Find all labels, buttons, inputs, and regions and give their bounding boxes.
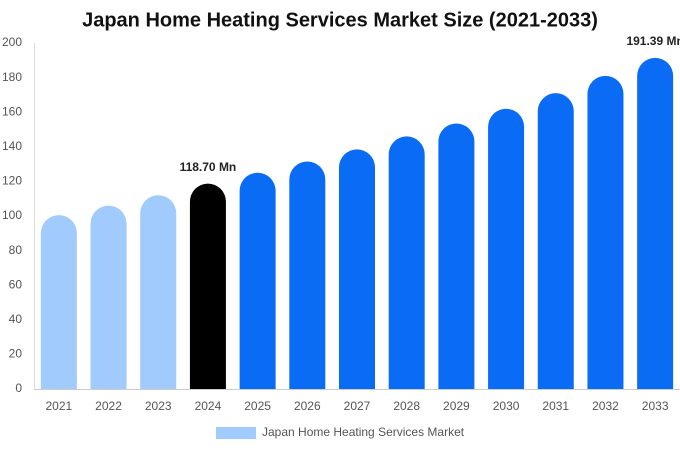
bar xyxy=(239,172,276,389)
x-tick-label: 2025 xyxy=(244,399,271,413)
y-tick-label: 160 xyxy=(2,104,22,118)
x-tick-label: 2022 xyxy=(95,399,122,413)
x-tick-label: 2030 xyxy=(493,399,520,413)
bar xyxy=(339,149,375,389)
y-tick-label: 60 xyxy=(9,277,23,291)
y-tick-label: 200 xyxy=(2,35,22,49)
y-tick-label: 180 xyxy=(2,70,22,84)
x-tick-label: 2021 xyxy=(45,399,72,413)
legend-swatch xyxy=(216,427,256,439)
x-tick-label: 2023 xyxy=(145,399,172,413)
x-tick-label: 2029 xyxy=(443,399,470,413)
bar xyxy=(289,161,326,389)
bar xyxy=(388,136,425,389)
y-tick-label: 0 xyxy=(15,381,22,395)
bar xyxy=(587,75,624,390)
bar xyxy=(189,183,226,389)
bar xyxy=(140,195,177,389)
x-tick-label: 2031 xyxy=(542,399,569,413)
x-tick-label: 2033 xyxy=(642,399,669,413)
bar xyxy=(637,57,674,390)
y-tick-label: 20 xyxy=(9,347,23,361)
x-tick-label: 2032 xyxy=(592,399,619,413)
bar xyxy=(90,205,127,389)
y-tick-label: 120 xyxy=(2,174,22,188)
bar xyxy=(40,215,77,389)
bar xyxy=(488,108,525,389)
x-tick-label: 2026 xyxy=(294,399,321,413)
value-label: 191.39 Mn xyxy=(626,34,680,48)
chart-title: Japan Home Heating Services Market Size … xyxy=(82,9,598,31)
y-tick-label: 140 xyxy=(2,139,22,153)
x-tick-label: 2024 xyxy=(195,399,222,413)
bar xyxy=(438,123,475,389)
x-tick-label: 2028 xyxy=(393,399,420,413)
value-label: 118.70 Mn xyxy=(180,160,237,174)
x-tick-label: 2027 xyxy=(344,399,371,413)
y-tick-label: 100 xyxy=(2,208,22,222)
y-tick-label: 80 xyxy=(9,243,23,257)
y-tick-label: 40 xyxy=(9,312,23,326)
legend-label: Japan Home Heating Services Market xyxy=(262,425,465,439)
bar xyxy=(537,93,574,390)
